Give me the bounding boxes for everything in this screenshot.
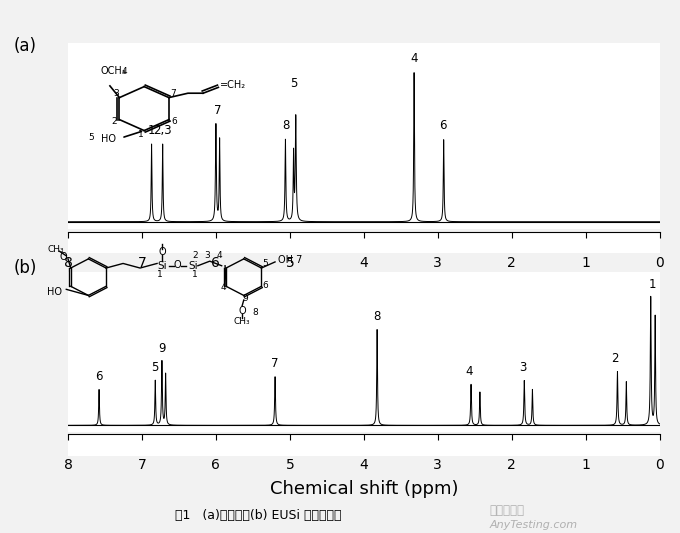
Text: 7: 7: [214, 104, 221, 117]
Text: 3: 3: [114, 90, 120, 99]
Text: 1: 1: [157, 270, 163, 279]
Text: 9: 9: [243, 294, 248, 303]
Text: 3: 3: [205, 251, 210, 260]
Text: O: O: [173, 260, 182, 270]
Text: O: O: [238, 305, 246, 316]
Text: HO: HO: [47, 287, 62, 297]
Text: 9: 9: [158, 342, 166, 355]
Text: O: O: [59, 252, 67, 262]
Text: Chemical shift (ppm): Chemical shift (ppm): [269, 480, 458, 498]
Text: 3: 3: [519, 361, 526, 374]
Text: CH₃: CH₃: [234, 317, 250, 326]
Text: Si: Si: [157, 261, 167, 271]
Text: AnyTesting.com: AnyTesting.com: [490, 520, 578, 530]
Text: 6: 6: [172, 117, 177, 126]
Text: 7: 7: [271, 357, 279, 370]
Text: 5: 5: [152, 361, 159, 374]
Text: 6: 6: [439, 119, 447, 132]
Text: 1: 1: [192, 270, 197, 279]
Text: 2: 2: [611, 352, 619, 365]
Text: 5: 5: [88, 133, 94, 142]
Text: 4: 4: [221, 283, 226, 292]
Text: 2,3: 2,3: [154, 124, 172, 136]
Text: 8: 8: [282, 119, 290, 132]
Text: 4: 4: [410, 52, 418, 65]
Text: 8: 8: [373, 310, 381, 323]
Text: =CH₂: =CH₂: [220, 80, 246, 90]
Text: OH 7: OH 7: [278, 255, 303, 265]
Text: 6: 6: [95, 370, 103, 383]
Text: 4: 4: [216, 251, 222, 260]
Text: 1: 1: [148, 124, 155, 136]
Text: 2: 2: [192, 251, 198, 260]
Text: 4: 4: [121, 67, 127, 76]
Text: CH₃: CH₃: [48, 245, 65, 254]
Text: (b): (b): [14, 259, 37, 277]
Text: 1: 1: [139, 131, 144, 140]
Text: 1: 1: [649, 278, 656, 291]
Text: 图1   (a)丁香酟和(b) EUSi 的核磁氢谱: 图1 (a)丁香酟和(b) EUSi 的核磁氢谱: [175, 509, 341, 522]
Text: 2: 2: [111, 117, 116, 126]
Text: HO: HO: [101, 134, 116, 144]
Text: 7: 7: [170, 90, 175, 99]
Text: OCH₃: OCH₃: [101, 66, 126, 76]
Text: 4: 4: [465, 365, 473, 378]
Text: O: O: [158, 247, 166, 257]
Text: 6: 6: [262, 281, 268, 290]
Text: 5: 5: [290, 77, 297, 91]
Text: 8: 8: [253, 308, 258, 317]
Text: Si: Si: [188, 261, 198, 271]
Text: 5: 5: [262, 260, 268, 269]
Text: (a): (a): [14, 37, 37, 55]
Text: 嘉峡检测网: 嘉峡检测网: [490, 504, 524, 516]
